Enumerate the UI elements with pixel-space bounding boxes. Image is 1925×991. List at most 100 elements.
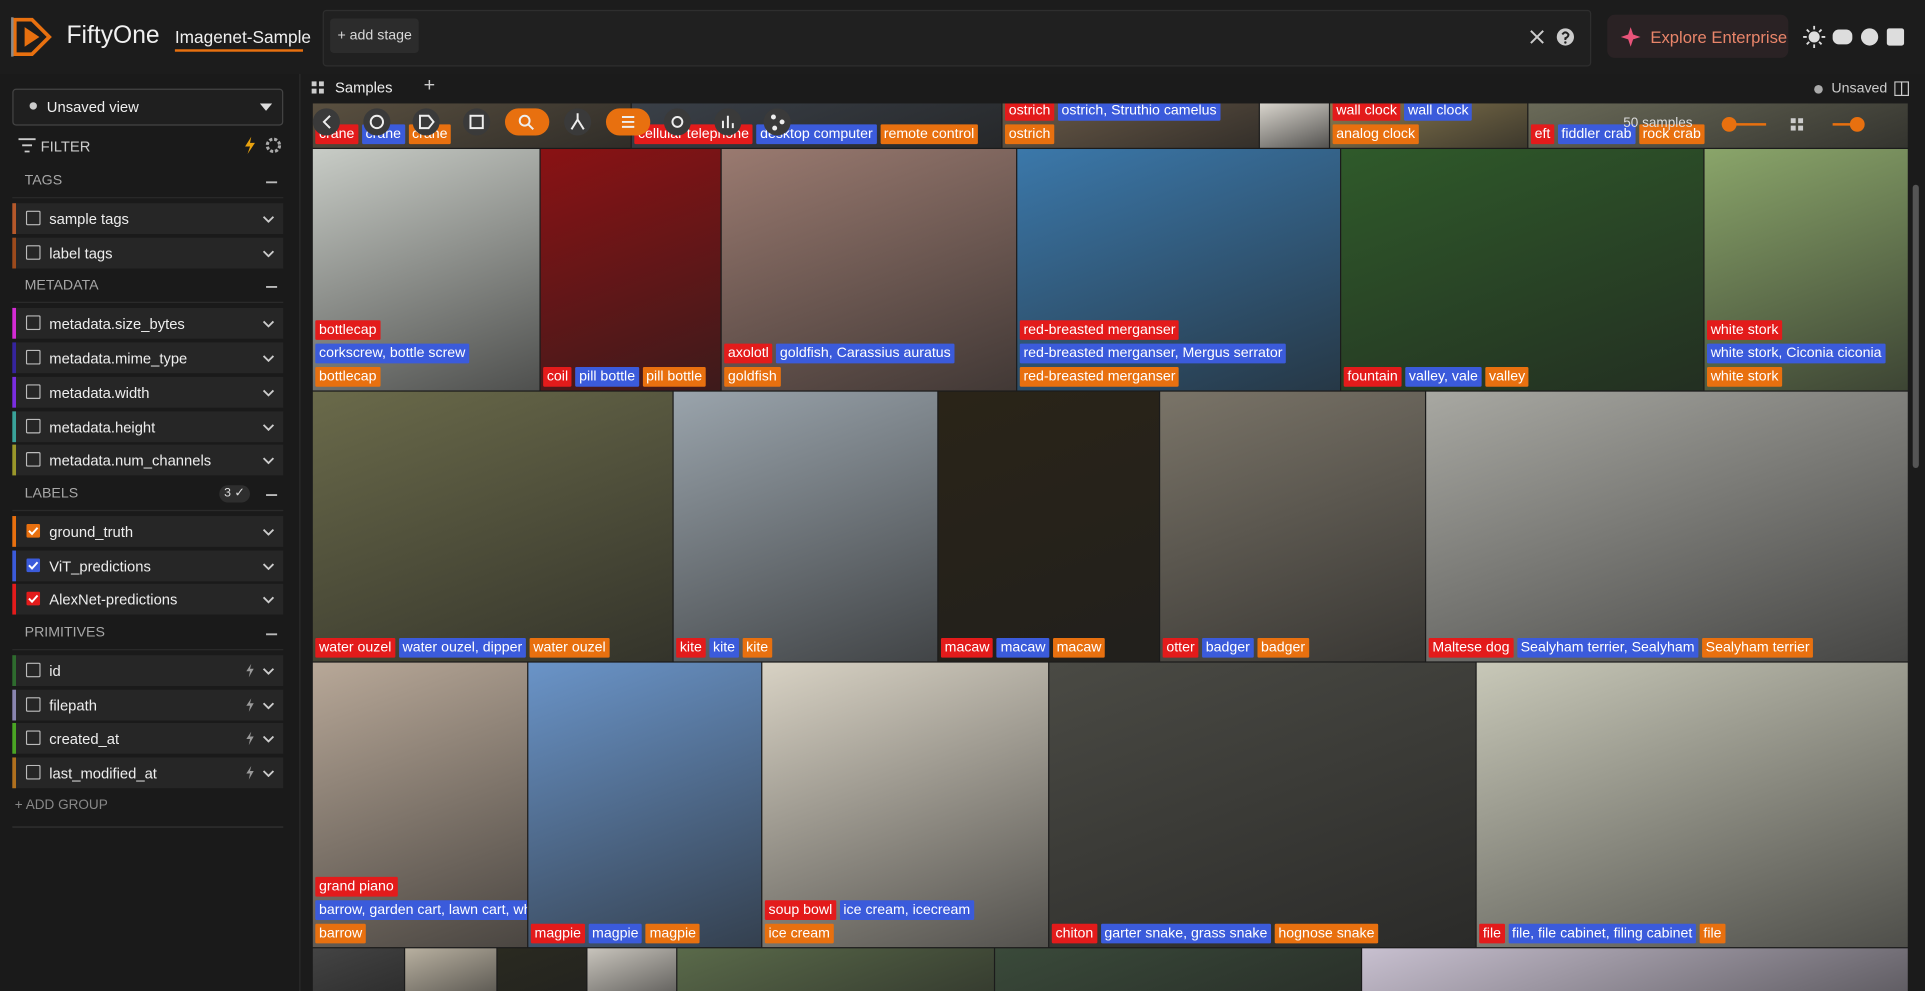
sample-tile[interactable]: axolotl goldfish, Carassius auratus goldfi… — [721, 149, 1017, 391]
field-name[interactable]: sample tags — [49, 210, 129, 228]
field-name[interactable]: last_modified_at — [49, 764, 157, 783]
add-tab[interactable]: + — [423, 75, 436, 97]
field-checkbox[interactable] — [26, 557, 41, 572]
field-checkbox[interactable] — [25, 764, 41, 780]
expand-chevron[interactable] — [262, 250, 275, 258]
field-checkbox[interactable] — [25, 696, 41, 712]
field-row[interactable] — [12, 723, 284, 755]
view-select[interactable] — [12, 88, 284, 126]
collapse-icon[interactable] — [266, 632, 278, 637]
field-row[interactable] — [12, 308, 284, 340]
expand-chevron[interactable] — [262, 736, 275, 744]
sample-tile[interactable]: otter badger badger — [1160, 391, 1425, 662]
field-checkbox[interactable] — [25, 315, 41, 331]
expand-chevron[interactable] — [262, 423, 275, 431]
filter-icons[interactable] — [241, 135, 283, 155]
field-row[interactable] — [12, 203, 284, 235]
sample-tile[interactable] — [995, 948, 1361, 991]
sample-tile[interactable]: file file, file cabinet, filing cabinet fi… — [1476, 662, 1908, 948]
field-name[interactable]: id — [49, 662, 61, 680]
field-name[interactable]: created_at — [49, 730, 120, 749]
dataset-name[interactable]: Imagenet-Sample — [174, 27, 312, 47]
expand-chevron[interactable] — [262, 389, 275, 397]
sample-tile[interactable]: grand piano barrow, garden cart, lawn car… — [312, 662, 528, 948]
field-row[interactable] — [12, 444, 284, 476]
view-bar-icons[interactable] — [1527, 27, 1581, 47]
collapse-icon[interactable] — [266, 493, 278, 498]
field-row[interactable] — [12, 342, 284, 374]
expand-chevron[interactable] — [262, 596, 275, 604]
explore-label[interactable]: Explore Enterprise — [1650, 28, 1788, 47]
sample-tile[interactable] — [1362, 948, 1908, 991]
collapse-icon[interactable] — [266, 285, 278, 290]
sample-tile[interactable]: bottlecap corkscrew, bottle screw bottleca… — [312, 149, 540, 391]
field-row[interactable] — [12, 655, 284, 687]
sample-tile[interactable]: water ouzel water ouzel, dipper water ouze… — [312, 391, 673, 662]
field-checkbox[interactable] — [25, 349, 41, 365]
add-stage[interactable]: + add stage — [330, 18, 420, 53]
group-header[interactable] — [12, 273, 284, 304]
field-name[interactable]: filepath — [49, 696, 97, 714]
field-name[interactable]: ground_truth — [49, 523, 134, 541]
sample-tile[interactable]: coil pill bottle pill bottle — [540, 149, 721, 391]
sample-tile[interactable] — [312, 948, 404, 991]
sample-tile[interactable]: white stork white stork, Ciconia ciconia w… — [1704, 149, 1908, 391]
sample-tile[interactable] — [587, 948, 677, 991]
group-title[interactable]: TAGS — [24, 173, 63, 189]
expand-chevron[interactable] — [262, 770, 275, 778]
sample-tile[interactable]: kite kite kite — [673, 391, 938, 662]
samples-tab[interactable]: Samples — [334, 78, 393, 97]
sample-tile[interactable]: ostrich ostrich, Struthio camelus ostrich — [1002, 103, 1259, 148]
field-checkbox[interactable] — [25, 210, 41, 226]
collapse-icon[interactable] — [266, 180, 278, 185]
group-header[interactable] — [12, 619, 284, 651]
field-name[interactable]: metadata.size_bytes — [49, 315, 185, 334]
field-checkbox[interactable] — [25, 452, 41, 468]
field-row[interactable] — [12, 376, 284, 408]
sample-tile[interactable]: fountain valley, vale valley — [1341, 149, 1704, 391]
view-name[interactable]: Unsaved view — [46, 98, 139, 116]
field-row[interactable] — [12, 757, 284, 789]
field-name[interactable]: ViT_predictions — [49, 557, 151, 575]
field-row[interactable] — [12, 237, 284, 269]
field-row[interactable] — [12, 515, 284, 547]
field-checkbox[interactable] — [25, 244, 41, 260]
field-row[interactable] — [12, 584, 284, 615]
group-title[interactable]: PRIMITIVES — [24, 625, 105, 641]
field-checkbox[interactable] — [25, 730, 41, 746]
group-header[interactable] — [12, 480, 284, 511]
sample-tile[interactable]: Maltese dog Sealyham terrier, Sealyham Sea… — [1426, 391, 1908, 662]
field-name[interactable]: label tags — [49, 244, 113, 262]
sample-tile[interactable] — [677, 948, 994, 991]
expand-chevron[interactable] — [262, 457, 275, 465]
expand-chevron[interactable] — [262, 702, 275, 710]
field-checkbox[interactable] — [25, 662, 41, 678]
expand-chevron[interactable] — [262, 216, 275, 223]
field-checkbox[interactable] — [25, 384, 41, 399]
field-row[interactable] — [12, 410, 284, 442]
layout-icon[interactable] — [1894, 81, 1909, 97]
grid-controls[interactable] — [1719, 113, 1891, 135]
field-row[interactable] — [12, 550, 284, 581]
view-bar[interactable] — [322, 9, 1592, 67]
sample-tile[interactable]: eft fiddler crab rock crab — [1528, 103, 1908, 148]
expand-chevron[interactable] — [262, 321, 275, 329]
sample-tile[interactable] — [497, 948, 587, 991]
group-title[interactable]: LABELS — [24, 486, 79, 502]
group-title[interactable]: METADATA — [24, 278, 99, 294]
sample-tile[interactable] — [405, 948, 497, 991]
field-row[interactable] — [12, 689, 284, 721]
sample-tile[interactable]: soup bowl ice cream, icecream ice cream — [762, 662, 1049, 948]
field-name[interactable]: AlexNet-predictions — [49, 591, 178, 609]
field-checkbox[interactable] — [26, 523, 41, 538]
sample-tile[interactable]: wall clock wall clock analog clock — [1330, 103, 1528, 148]
sample-tile[interactable] — [1259, 103, 1329, 148]
field-name[interactable]: metadata.mime_type — [49, 349, 188, 368]
field-name[interactable]: metadata.width — [49, 384, 150, 402]
field-name[interactable]: metadata.height — [49, 418, 156, 436]
field-checkbox[interactable] — [26, 592, 41, 607]
scrollbar[interactable] — [1912, 184, 1919, 469]
sample-tile[interactable]: red-breasted merganser red-breasted merga… — [1017, 149, 1340, 391]
group-header[interactable] — [12, 167, 284, 199]
expand-chevron[interactable] — [262, 355, 275, 363]
